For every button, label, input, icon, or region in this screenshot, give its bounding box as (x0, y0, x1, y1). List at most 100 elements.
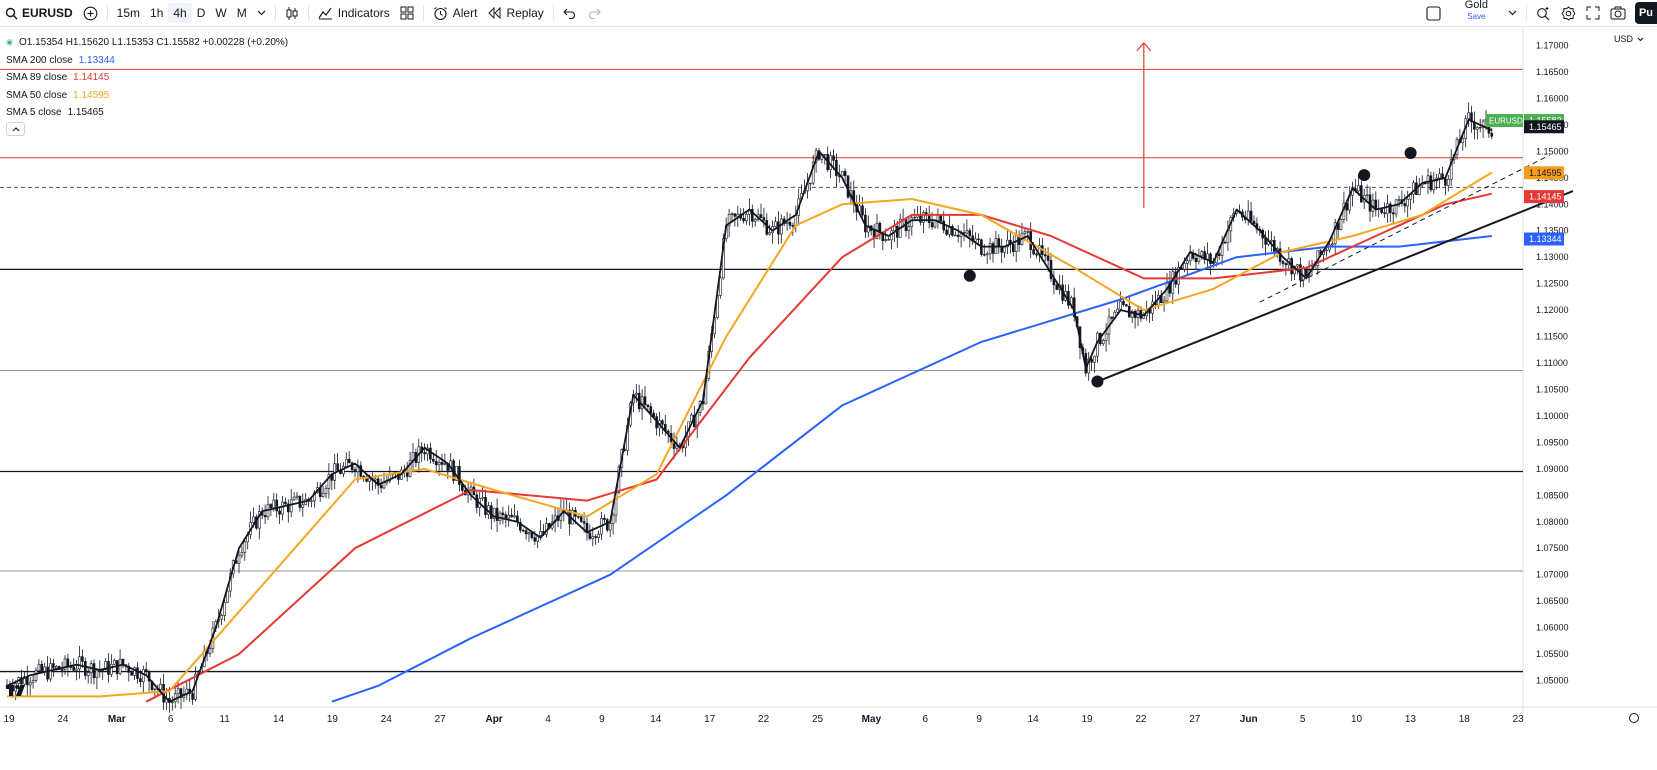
price-chart[interactable]: 1.170001.165001.160001.155001.150001.145… (0, 27, 1657, 770)
candle-body (945, 229, 948, 235)
candle-body (1426, 175, 1430, 184)
candle-body (431, 458, 435, 462)
symbol-badge (1486, 114, 1523, 128)
indicator-row[interactable]: SMA 5 close 1.15465 (6, 104, 288, 122)
layout-save-label: Save (1467, 11, 1486, 21)
indicator-row[interactable]: SMA 89 close 1.14145 (6, 69, 288, 87)
candle-body (423, 452, 426, 455)
compare-symbol-button[interactable] (78, 0, 103, 27)
candle-body (733, 213, 737, 217)
snapshot-button[interactable] (1605, 0, 1631, 27)
candle-body (20, 677, 23, 685)
symbol-search[interactable]: EURUSD (0, 0, 78, 27)
indicators-button[interactable]: Indicators (313, 0, 395, 27)
price-tick-label: 1.08000 (1536, 517, 1569, 527)
candle-body (1365, 194, 1369, 196)
price-badge-value: 1.15465 (1529, 122, 1562, 132)
fullscreen-button[interactable] (1581, 0, 1605, 27)
sma-line[interactable] (7, 171, 1493, 698)
candle-body (785, 221, 789, 224)
axis-settings-gear-icon[interactable] (1629, 713, 1639, 723)
timeframe-4h[interactable]: 4h (168, 3, 192, 23)
layout-menu-dropdown[interactable] (1503, 0, 1522, 27)
trendline[interactable] (1259, 154, 1551, 303)
candle-body (895, 226, 899, 238)
candle-body (272, 499, 276, 508)
replay-button[interactable]: Replay (482, 0, 548, 27)
indicator-row[interactable]: SMA 50 close 1.14595 (6, 87, 288, 105)
price-tick-label: 1.06000 (1536, 623, 1569, 633)
legend-collapse-button[interactable] (6, 122, 25, 136)
time-tick-label: 24 (57, 714, 69, 725)
pivot-marker[interactable] (1091, 375, 1104, 388)
timeframe-15m[interactable]: 15m (116, 6, 141, 20)
candle-body (930, 222, 934, 228)
price-badge-value: 1.13344 (1529, 234, 1562, 244)
timeframe-d[interactable]: D (196, 6, 206, 20)
publish-button[interactable]: Pu (1635, 2, 1657, 24)
candle-body (292, 496, 296, 501)
candle-body (1043, 254, 1047, 257)
trendline[interactable] (1097, 190, 1574, 383)
divider (274, 5, 276, 21)
chart-type-button[interactable] (280, 0, 304, 27)
candle-body (576, 516, 580, 518)
divider (422, 5, 424, 21)
pivot-marker[interactable] (1358, 169, 1371, 182)
price-badge (1524, 166, 1564, 180)
indicator-row[interactable]: SMA 200 close 1.13344 (6, 52, 288, 70)
candle-body (1383, 212, 1386, 214)
candle-body (1177, 267, 1180, 285)
pivot-marker[interactable] (963, 269, 976, 282)
candle-body (1270, 240, 1273, 242)
sma-line[interactable] (331, 235, 1492, 703)
currency-selector[interactable]: USD (1614, 34, 1644, 44)
fullscreen-square-button[interactable] (1421, 0, 1446, 27)
plus-circle-icon (83, 6, 98, 21)
candle-body (408, 460, 412, 477)
market-status-icon (6, 39, 13, 47)
candle-body (1223, 241, 1227, 244)
candle-body (1481, 120, 1485, 128)
sma-line[interactable] (145, 192, 1493, 703)
candle-body (1209, 253, 1212, 264)
candle-body (481, 496, 484, 499)
candle-body (1391, 212, 1395, 215)
candle-body (910, 217, 914, 227)
candle-body (23, 676, 26, 685)
candle-body (1403, 203, 1407, 207)
search-sparkle-icon (1536, 6, 1551, 21)
candle-body (646, 404, 650, 407)
price-tick-label: 1.12000 (1536, 305, 1569, 315)
price-badge (1524, 232, 1564, 246)
alert-button[interactable]: Alert (428, 0, 483, 27)
timeframe-w[interactable]: W (215, 6, 227, 20)
quick-search-button[interactable] (1531, 0, 1556, 27)
candle-body (284, 501, 287, 505)
candle-body (1467, 112, 1470, 119)
candle-body (1296, 264, 1299, 267)
timeframe-m[interactable]: M (236, 6, 247, 20)
time-tick-label: 27 (1189, 714, 1201, 725)
candle-body (513, 515, 516, 518)
pivot-marker[interactable] (1404, 146, 1417, 159)
candle-body (37, 663, 41, 672)
candle-body (434, 460, 438, 466)
candle-body (75, 668, 78, 671)
target-arrow-head[interactable] (1136, 41, 1152, 52)
undo-button[interactable] (558, 0, 582, 27)
timeframe-1h[interactable]: 1h (150, 6, 164, 20)
symbol-label: EURUSD (22, 6, 73, 20)
candle-body (1394, 199, 1398, 215)
settings-button[interactable] (1556, 0, 1581, 27)
candle-body (611, 514, 615, 524)
layouts-button[interactable] (395, 0, 419, 27)
candle-body (745, 214, 748, 222)
candle-body (1447, 178, 1450, 186)
timeframe-dropdown[interactable] (252, 0, 271, 27)
sma-5-line[interactable] (6, 118, 1493, 703)
candle-body (962, 232, 966, 234)
candle-body (730, 213, 734, 215)
redo-button[interactable] (582, 0, 606, 27)
layout-save-button[interactable]: Gold Save (1460, 0, 1493, 27)
